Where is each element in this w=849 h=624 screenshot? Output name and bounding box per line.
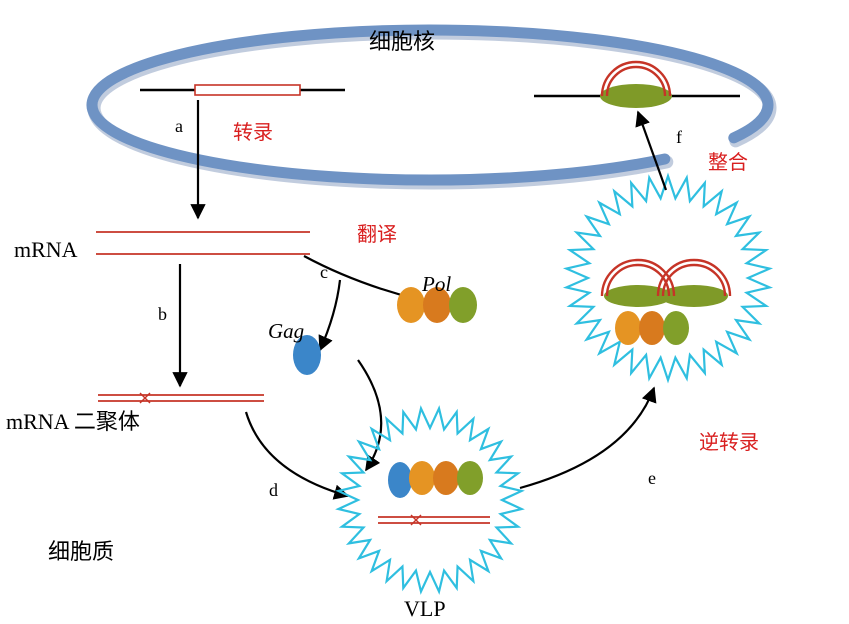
label-vlp: VLP: [404, 596, 446, 622]
step-f-letter: f: [676, 127, 682, 148]
step-a-text: 转录: [233, 116, 273, 145]
step-d-letter: d: [269, 480, 278, 501]
label-nucleus: 细胞核: [369, 24, 435, 56]
label-mrna: mRNA: [14, 237, 78, 263]
label-pol: Pol: [422, 272, 451, 297]
step-c-letter: c: [320, 262, 328, 283]
step-a-letter: a: [175, 116, 183, 137]
step-e-text: 逆转录: [699, 426, 759, 455]
label-gag: Gag: [268, 319, 304, 344]
step-c-text: 翻译: [357, 218, 397, 247]
step-e-letter: e: [648, 468, 656, 489]
step-f-text: 整合: [708, 146, 748, 175]
label-cytoplasm: 细胞质: [48, 534, 114, 566]
label-mrna-dimer: mRNA 二聚体: [6, 404, 140, 436]
diagram-canvas: [0, 0, 849, 624]
step-b-letter: b: [158, 304, 167, 325]
